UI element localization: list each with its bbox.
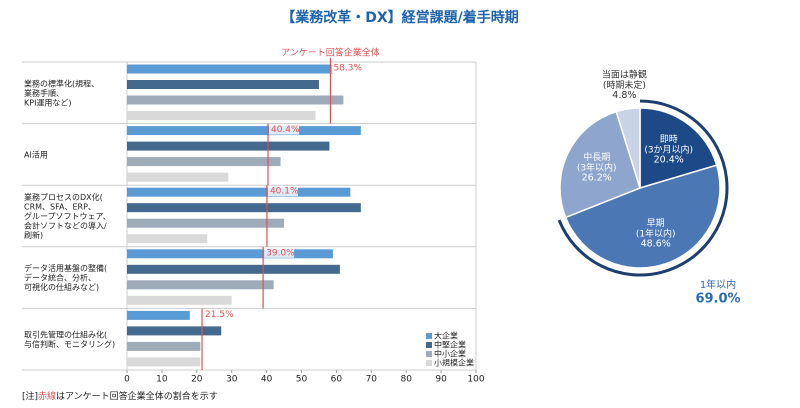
plot-frame [126, 61, 477, 371]
category-label: データ活用基盤の整備(データ統合、分析、可視化の仕組みなど) [24, 263, 107, 292]
bar [127, 80, 319, 89]
slice-label: 即時(3か月以内) [644, 134, 693, 156]
slice-value: 4.8% [612, 90, 636, 101]
category-label: 業務の標準化(規程、業務手順、 KPI運用など) [24, 78, 99, 107]
annotation-label: 1年以内 [700, 278, 736, 291]
slice-label: 中長期(3年以内) [577, 150, 617, 173]
legend-label: 小規模企業 [434, 358, 474, 368]
slice-value: 48.6% [641, 238, 671, 249]
x-tick-label: 30 [226, 375, 238, 385]
reference-label-bg [264, 247, 295, 258]
category-label: 業務プロセスのDX化(CRM、SFA、ERP、グループソフトウェア、会計ソフトな… [24, 192, 111, 240]
bar [127, 264, 340, 274]
note-text: はアンケート回答企業全体の割合を示す [56, 390, 218, 402]
bar [127, 187, 351, 197]
x-tick-label: 40 [261, 375, 273, 385]
annotation-arc [557, 99, 729, 277]
note: [注]赤線はアンケート回答企業全体の割合を示す [22, 390, 218, 402]
bar [127, 172, 229, 182]
bar [127, 234, 208, 244]
reference-label-bg [268, 124, 299, 135]
bar [127, 326, 222, 336]
bar [127, 203, 361, 213]
reference-label-bg [203, 309, 234, 320]
x-tick-label: 80 [400, 375, 412, 385]
reference-label: 39.0% [266, 248, 295, 258]
x-tick-label: 50 [296, 375, 308, 385]
x-tick-label: 20 [191, 375, 203, 385]
reference-label: 40.1% [270, 187, 299, 197]
note-highlight: 赤線 [38, 390, 56, 402]
reference-label-bg [331, 63, 362, 73]
legend-label: 中堅企業 [434, 340, 466, 350]
legend-label: 大企業 [434, 331, 458, 341]
reference-label: 40.4% [271, 125, 300, 135]
slice-label: 早期(1年以内) [636, 217, 676, 239]
category-label: AI活用 [24, 149, 48, 159]
pie-slice [564, 164, 721, 269]
bar [127, 141, 330, 151]
annotation-value: 69.0% [695, 292, 740, 307]
bar [127, 357, 201, 367]
legend-swatch [426, 360, 432, 366]
bar [127, 295, 232, 305]
bar [127, 64, 333, 74]
x-tick-label: 10 [156, 375, 168, 385]
bar [127, 310, 190, 320]
legend-swatch [426, 333, 432, 339]
x-tick-label: 90 [435, 375, 447, 385]
bar [127, 111, 316, 120]
slice-value: 26.2% [582, 172, 612, 183]
reference-name: アンケート回答企業全体 [281, 47, 380, 59]
pie-slice [639, 107, 718, 190]
x-tick-label: 60 [331, 375, 343, 385]
slice-label: 当面は静観(時期未定) [602, 68, 647, 91]
bar [127, 218, 285, 228]
note-prefix: [注] [22, 390, 38, 402]
x-tick-label: 100 [467, 375, 484, 385]
legend-swatch [426, 351, 432, 357]
x-tick-label: 0 [124, 375, 130, 385]
bar [127, 280, 274, 290]
slice-value: 20.4% [654, 155, 684, 166]
reference-label: 21.5% [205, 310, 234, 320]
legend-label: 中小企業 [434, 349, 466, 359]
bar [127, 126, 361, 136]
legend-swatch [426, 342, 432, 348]
category-label: 取引先管理の仕組み化(与信判断、モニタリング) [24, 329, 115, 349]
pie-slice [559, 110, 641, 219]
bar [127, 249, 333, 259]
reference-label: 58.3% [333, 64, 362, 74]
reference-label-bg [267, 186, 298, 197]
bar [127, 157, 281, 167]
x-tick-label: 70 [366, 375, 378, 385]
page-title: 【業務改革・DX】経営課題/着手時期 [281, 9, 519, 26]
bar [127, 341, 201, 351]
pie-slice [615, 107, 641, 189]
bar [127, 95, 344, 105]
